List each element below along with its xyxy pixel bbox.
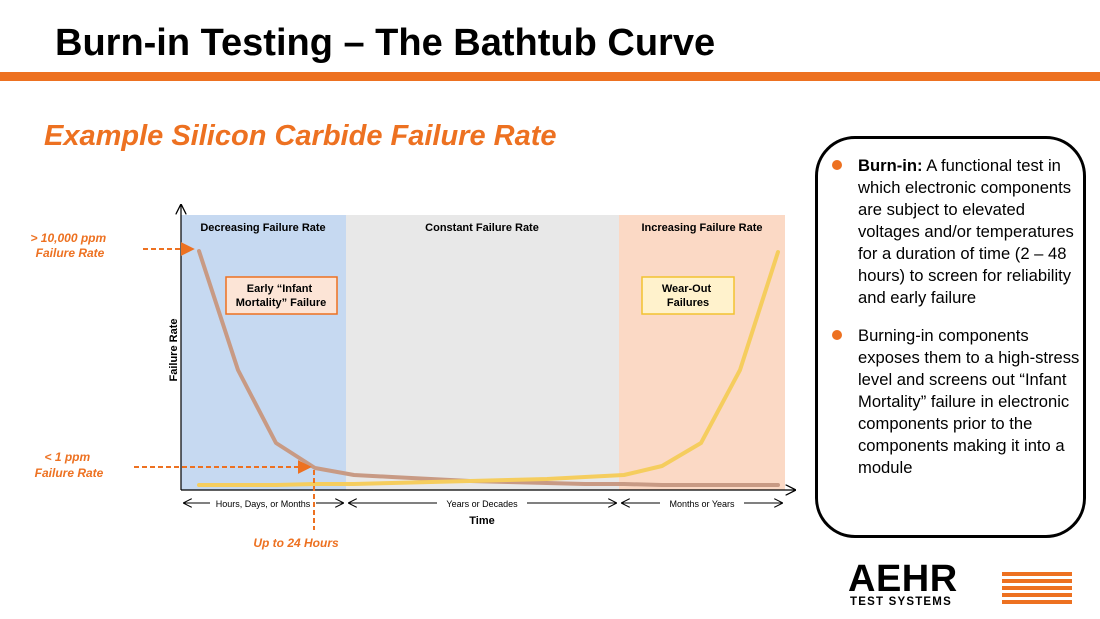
y-axis-label: Failure Rate — [168, 319, 180, 382]
region-decreasing — [181, 215, 346, 490]
logo-word: AEHR — [848, 558, 958, 600]
low-rate-annotation: < 1 ppm Failure Rate — [35, 450, 104, 480]
wear-out-callout-text: Wear-Out Failures — [662, 283, 714, 309]
info-bullet-burning-in: Burning-in components exposes them to a … — [828, 325, 1080, 479]
region-label-constant: Constant Failure Rate — [425, 222, 539, 234]
region-label-decreasing: Decreasing Failure Rate — [200, 222, 325, 234]
span-label-years: Years or Decades — [446, 499, 518, 509]
slide-title: Burn-in Testing – The Bathtub Curve — [55, 22, 716, 64]
span-label-hours: Hours, Days, or Months — [216, 499, 311, 509]
wear-out-callout — [641, 276, 735, 315]
info-bullet-burn-in: Burn-in: A functional test in which elec… — [828, 155, 1080, 309]
bullet-dot-icon — [832, 160, 842, 170]
time-annotation: Up to 24 Hours — [253, 536, 339, 550]
bullet-dot-icon — [832, 330, 842, 340]
infant-mortality-callout — [225, 276, 338, 315]
region-constant — [346, 215, 619, 490]
bullet-text: Burning-in components exposes them to a … — [858, 326, 1080, 477]
region-increasing — [619, 215, 785, 490]
span-label-months: Months or Years — [669, 499, 735, 509]
info-box: Burn-in: A functional test in which elec… — [815, 136, 1086, 538]
title-rule — [0, 72, 1100, 81]
wear-out-curve — [197, 250, 780, 487]
x-axis-label: Time — [469, 515, 494, 527]
logo-stripes-icon — [1002, 572, 1072, 608]
bullet-term: Burn-in: — [858, 156, 923, 175]
logo-subtitle: TEST SYSTEMS — [850, 596, 952, 608]
bullet-text: A functional test in which electronic co… — [858, 156, 1074, 307]
infant-mortality-callout-text: Early “Infant Mortality” Failure — [236, 283, 326, 309]
high-rate-annotation: > 10,000 ppm Failure Rate — [30, 231, 109, 260]
info-bullet-list: Burn-in: A functional test in which elec… — [828, 155, 1080, 479]
region-label-increasing: Increasing Failure Rate — [641, 222, 762, 234]
aehr-logo: AEHR TEST SYSTEMS — [848, 560, 1072, 610]
slide-subtitle: Example Silicon Carbide Failure Rate — [44, 120, 557, 152]
